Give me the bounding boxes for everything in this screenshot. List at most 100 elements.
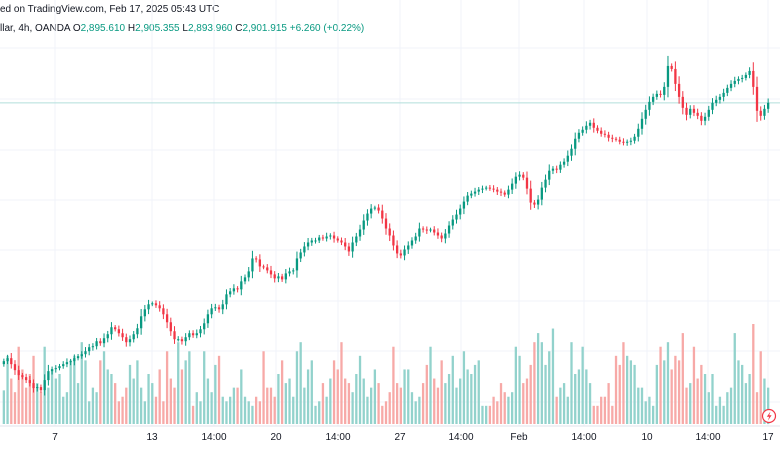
volume-bar <box>596 405 599 424</box>
volume-bar <box>288 378 291 424</box>
candle-body <box>414 236 417 241</box>
candle-body <box>299 252 302 259</box>
volume-bar <box>529 364 532 424</box>
volume-bar <box>655 364 658 424</box>
candle-body <box>429 229 432 231</box>
volume-bar <box>700 364 703 424</box>
candle-body <box>766 102 770 109</box>
volume-bar <box>433 378 436 424</box>
lightning-icon[interactable] <box>761 408 777 424</box>
candle-body <box>43 380 46 391</box>
volume-bar <box>102 351 106 424</box>
candle-body <box>600 130 603 134</box>
volume-bar <box>607 383 610 424</box>
volume-bar <box>681 333 684 424</box>
candle-body <box>169 322 172 332</box>
candle-body <box>418 228 421 237</box>
volume-bar <box>229 396 232 424</box>
volume-bar <box>24 387 28 424</box>
volume-bar <box>332 360 336 424</box>
candle-body <box>677 83 681 97</box>
volume-bar <box>522 383 525 424</box>
candle-body <box>711 102 714 110</box>
candle-body <box>69 361 72 363</box>
candle-body <box>136 328 139 335</box>
candle-body <box>481 188 484 190</box>
candle-body <box>655 93 658 97</box>
candle-body <box>548 170 551 180</box>
candle-body <box>640 118 644 129</box>
volume-bar <box>143 401 146 424</box>
volume-bar <box>355 374 358 424</box>
candle-body <box>466 195 469 202</box>
candle-body <box>314 240 317 242</box>
volume-bar <box>303 387 306 424</box>
volume-bar <box>744 383 748 424</box>
volume-bar <box>110 374 113 424</box>
candle-body <box>180 339 184 342</box>
candle-body <box>603 133 607 135</box>
candle-body <box>88 347 91 352</box>
candle-body <box>592 122 595 128</box>
candle-body <box>648 101 651 110</box>
volume-bar <box>447 374 451 424</box>
volume-bar <box>640 387 644 424</box>
candle-body <box>247 271 250 278</box>
volume-bar <box>562 383 566 424</box>
volume-bar <box>117 401 121 424</box>
candle-body <box>700 115 703 121</box>
candle-body <box>555 168 558 170</box>
candle-body <box>99 341 102 344</box>
volume-bar <box>670 369 673 424</box>
candle-body <box>633 136 636 141</box>
volume-bar <box>358 355 362 424</box>
candle-body <box>36 387 39 389</box>
x-tick-label: 14:00 <box>325 432 350 443</box>
candle-body <box>154 303 158 306</box>
volume-bar <box>462 351 466 424</box>
volume-bar <box>121 396 124 424</box>
candle-body <box>184 337 187 342</box>
candle-body <box>288 271 291 274</box>
volume-bar <box>451 355 454 424</box>
candle-body <box>381 210 384 219</box>
volume-bar <box>403 369 406 424</box>
volume-bar <box>614 355 618 424</box>
candle-body <box>284 273 287 280</box>
candle-body <box>329 235 332 237</box>
volume-bar <box>292 396 295 424</box>
volume-bar <box>551 328 555 424</box>
grid <box>0 0 780 426</box>
volume-bar <box>243 396 247 424</box>
volume-bar <box>651 405 655 424</box>
volume-bar <box>488 405 492 424</box>
candle-body <box>440 235 443 239</box>
volume-bar <box>470 374 473 424</box>
volume-bar <box>548 351 551 424</box>
volume-bar <box>284 383 287 424</box>
volume-bar <box>125 387 128 424</box>
volume-bar <box>314 405 317 424</box>
x-tick-label: 14:00 <box>571 432 596 443</box>
volume-bar <box>473 364 477 424</box>
volume-bar <box>269 387 273 424</box>
volume-bar <box>459 378 462 424</box>
candle-body <box>39 387 43 391</box>
candle-body <box>607 134 610 138</box>
candle-body <box>262 266 265 268</box>
volume-bar <box>559 387 562 424</box>
x-tick-label: 14:00 <box>201 432 226 443</box>
volume-bar <box>195 392 198 424</box>
candle-body <box>91 346 95 348</box>
candle-body <box>410 240 414 246</box>
candle-body <box>503 192 506 195</box>
candle-body <box>763 108 766 116</box>
candle-body <box>76 356 80 359</box>
candle-body <box>618 139 621 142</box>
volume-bar <box>95 392 98 424</box>
volume-bar <box>429 346 432 424</box>
volume-bar <box>91 387 95 424</box>
volume-bar <box>674 355 677 424</box>
candle-body <box>269 270 273 275</box>
